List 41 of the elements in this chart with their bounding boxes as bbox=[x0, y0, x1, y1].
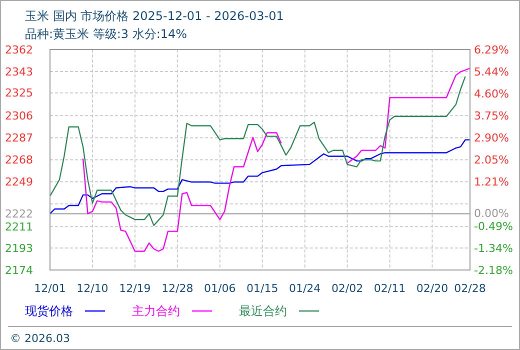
y-tick-label: 2174 bbox=[5, 264, 33, 277]
y2-tick-label: 2.90% bbox=[474, 132, 509, 145]
x-tick-label: 12/10 bbox=[76, 282, 108, 295]
y2-tick-label: -2.18% bbox=[474, 264, 513, 277]
y-tick-label: 2211 bbox=[5, 220, 33, 234]
x-tick-label: 01/24 bbox=[288, 282, 321, 295]
x-tick-label: 12/19 bbox=[119, 282, 151, 295]
y-tick-label: 2193 bbox=[5, 242, 33, 255]
y2-tick-label: 2.05% bbox=[474, 154, 509, 167]
y-tick-label: 2306 bbox=[5, 110, 33, 122]
y2-tick-label: -0.49% bbox=[474, 220, 513, 233]
x-tick-label: 02/02 bbox=[331, 282, 364, 295]
y-tick-label: 2343 bbox=[5, 65, 33, 78]
y2-tick-label: 0.00% bbox=[474, 207, 509, 220]
ref-line-label: 2222 bbox=[5, 208, 33, 221]
x-tick-label: 02/20 bbox=[416, 282, 448, 295]
x-tick-label: 02/11 bbox=[374, 282, 406, 295]
y2-tick-label: -1.34% bbox=[474, 242, 513, 255]
y2-tick-label: 6.29% bbox=[474, 43, 509, 56]
y2-tick-label: 3.75% bbox=[474, 109, 509, 122]
y-tick-label: 2249 bbox=[5, 176, 33, 189]
x-tick-label: 12/01 bbox=[34, 282, 66, 295]
legend-label: 现货价格 bbox=[25, 304, 73, 318]
x-tick-label: 01/06 bbox=[204, 282, 236, 295]
y2-tick-label: 4.60% bbox=[474, 87, 509, 100]
chart-subtitle: 品种:黄玉米 等级:3 水分:14% bbox=[25, 27, 188, 41]
y-tick-label: 2268 bbox=[5, 154, 33, 167]
y2-tick-label: 1.21% bbox=[474, 176, 509, 189]
x-tick-label: 12/28 bbox=[162, 282, 194, 295]
text: © 2026.03 bbox=[10, 332, 70, 345]
y-tick-label: 2362 bbox=[5, 43, 33, 56]
legend-label: 最近合约 bbox=[239, 304, 287, 318]
chart-title: 玉米 国内 市场价格 2025-12-01 - 2026-03-01 bbox=[25, 9, 284, 23]
line-series bbox=[49, 76, 466, 226]
y-tick-label: 2287 bbox=[5, 132, 33, 145]
x-tick-label: 01/15 bbox=[246, 282, 278, 295]
y-tick-label: 2325 bbox=[5, 86, 33, 100]
y2-tick-label: 5.44% bbox=[474, 65, 509, 78]
legend-label: 主力合约 bbox=[132, 304, 180, 318]
x-tick-label: 02/28 bbox=[454, 282, 486, 295]
line-series bbox=[49, 139, 471, 214]
